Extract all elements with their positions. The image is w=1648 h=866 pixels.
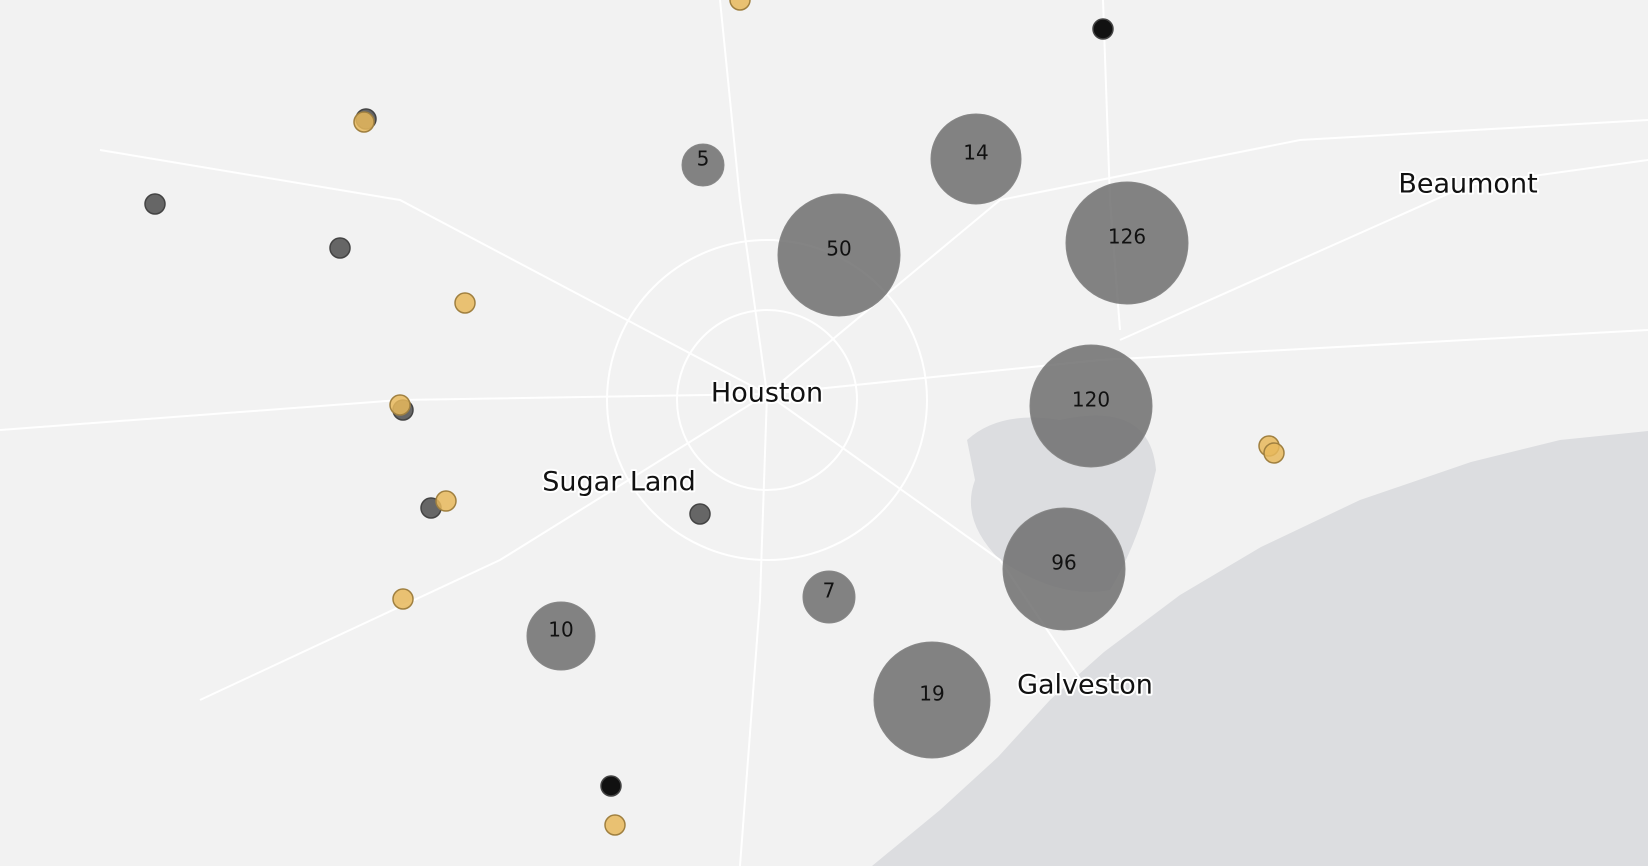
cluster-count: 7 xyxy=(823,579,836,603)
cluster[interactable] xyxy=(802,570,856,624)
cluster[interactable] xyxy=(681,143,725,187)
cluster-count: 120 xyxy=(1072,388,1110,412)
city-label: Beaumont xyxy=(1398,169,1537,200)
cluster[interactable] xyxy=(930,113,1022,205)
cluster[interactable] xyxy=(1065,181,1189,305)
cluster[interactable] xyxy=(873,641,991,759)
points xyxy=(144,0,1285,836)
cluster[interactable] xyxy=(777,193,901,317)
city-label: Houston xyxy=(711,378,823,409)
water xyxy=(872,431,1648,866)
cluster-count: 10 xyxy=(548,618,573,642)
cluster-count: 96 xyxy=(1051,551,1076,575)
cluster[interactable] xyxy=(526,601,596,671)
cluster-count: 50 xyxy=(826,237,851,261)
cluster[interactable] xyxy=(1002,507,1126,631)
cluster-count: 14 xyxy=(963,141,988,165)
city-label: Galveston xyxy=(1017,670,1153,701)
city-label: Sugar Land xyxy=(542,467,695,498)
cluster-count: 19 xyxy=(919,682,944,706)
cluster-count: 126 xyxy=(1108,225,1146,249)
cluster-count: 5 xyxy=(697,147,710,171)
cluster[interactable] xyxy=(1029,344,1153,468)
